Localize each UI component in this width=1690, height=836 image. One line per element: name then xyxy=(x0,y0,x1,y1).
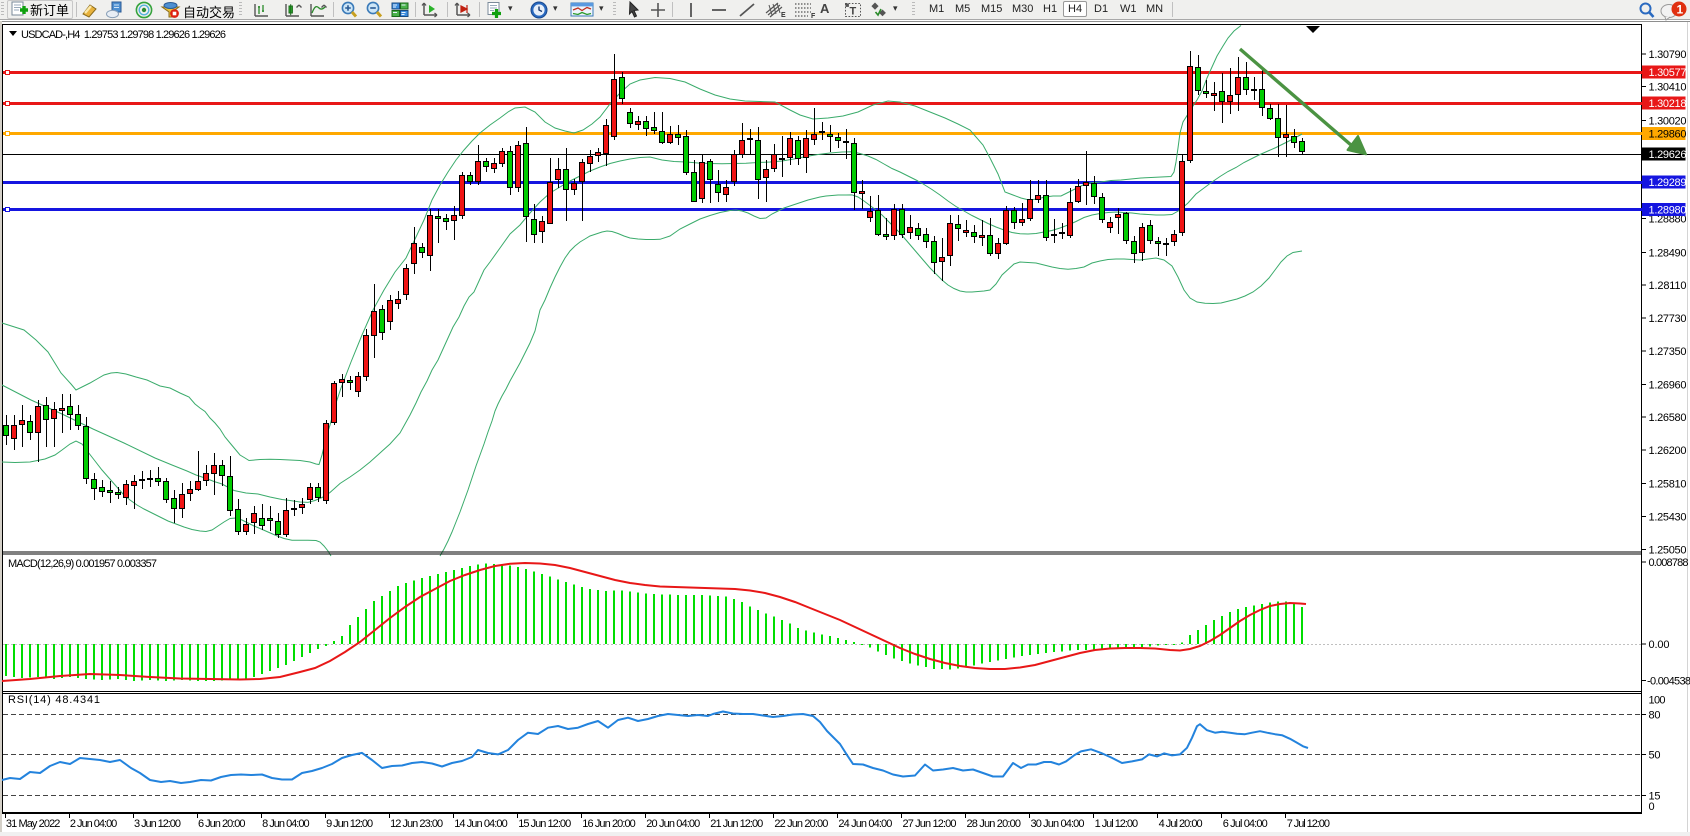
svg-text:1.25430: 1.25430 xyxy=(1649,512,1687,524)
svg-text:1.26960: 1.26960 xyxy=(1649,379,1687,391)
svg-text:1.29289: 1.29289 xyxy=(1649,177,1687,189)
svg-text:1.27350: 1.27350 xyxy=(1649,346,1687,358)
svg-text:1.26580: 1.26580 xyxy=(1649,412,1687,424)
svg-text:7 Jul 12:00: 7 Jul 12:00 xyxy=(1287,818,1330,830)
svg-text:24 Jun 04:00: 24 Jun 04:00 xyxy=(838,818,892,830)
svg-text:6 Jul 04:00: 6 Jul 04:00 xyxy=(1223,818,1268,830)
svg-text:1.30020: 1.30020 xyxy=(1649,115,1687,127)
svg-text:0: 0 xyxy=(1649,801,1655,813)
svg-text:1.30410: 1.30410 xyxy=(1649,82,1687,94)
svg-text:-0.004538: -0.004538 xyxy=(1647,676,1690,688)
svg-text:15: 15 xyxy=(1649,791,1661,803)
svg-text:RSI(14) 48.4341: RSI(14) 48.4341 xyxy=(8,694,100,706)
svg-text:1: 1 xyxy=(1677,3,1684,17)
svg-text:21 Jun 12:00: 21 Jun 12:00 xyxy=(710,818,763,830)
svg-text:1.29626: 1.29626 xyxy=(1649,149,1687,161)
svg-text:1.28490: 1.28490 xyxy=(1649,247,1687,259)
svg-text:1.26200: 1.26200 xyxy=(1649,445,1687,457)
svg-text:0.00: 0.00 xyxy=(1649,639,1670,651)
svg-text:28 Jun 20:00: 28 Jun 20:00 xyxy=(967,818,1022,830)
svg-text:16 Jun 20:00: 16 Jun 20:00 xyxy=(582,818,636,830)
svg-text:MACD(12,26,9) 0.001957 0.00335: MACD(12,26,9) 0.001957 0.003357 xyxy=(8,558,157,570)
svg-text:USDCAD-,H4 1.29753 1.29798 1.: USDCAD-,H4 1.29753 1.29798 1.29626 1.296… xyxy=(21,29,226,41)
svg-text:0.008788: 0.008788 xyxy=(1649,557,1689,569)
svg-text:31 May 2022: 31 May 2022 xyxy=(6,818,61,830)
svg-text:1.30218: 1.30218 xyxy=(1649,98,1687,110)
svg-text:100: 100 xyxy=(1649,694,1666,706)
svg-text:50: 50 xyxy=(1649,750,1661,762)
svg-text:T: T xyxy=(850,6,857,18)
svg-text:3 Jun 12:00: 3 Jun 12:00 xyxy=(134,818,181,830)
svg-text:8 Jun 04:00: 8 Jun 04:00 xyxy=(262,818,310,830)
svg-text:1.28110: 1.28110 xyxy=(1649,280,1687,292)
svg-text:E: E xyxy=(781,12,786,19)
svg-text:9 Jun 12:00: 9 Jun 12:00 xyxy=(326,818,373,830)
svg-text:20 Jun 04:00: 20 Jun 04:00 xyxy=(646,818,700,830)
svg-text:1.27730: 1.27730 xyxy=(1649,313,1687,325)
svg-text:30 Jun 04:00: 30 Jun 04:00 xyxy=(1031,818,1085,830)
svg-text:1.25810: 1.25810 xyxy=(1649,479,1687,491)
svg-text:15 Jun 12:00: 15 Jun 12:00 xyxy=(518,818,571,830)
svg-text:4 Jul 20:00: 4 Jul 20:00 xyxy=(1159,818,1203,830)
svg-text:2 Jun 04:00: 2 Jun 04:00 xyxy=(70,818,117,830)
svg-text:1.28980: 1.28980 xyxy=(1649,205,1687,217)
svg-text:F: F xyxy=(811,13,816,19)
svg-text:80: 80 xyxy=(1649,710,1661,722)
svg-text:1.30577: 1.30577 xyxy=(1649,67,1687,79)
svg-text:1.25050: 1.25050 xyxy=(1649,544,1687,556)
svg-text:27 Jun 12:00: 27 Jun 12:00 xyxy=(903,818,957,830)
svg-text:22 Jun 20:00: 22 Jun 20:00 xyxy=(774,818,828,830)
svg-text:14 Jun 04:00: 14 Jun 04:00 xyxy=(454,818,508,830)
svg-text:1.29860: 1.29860 xyxy=(1649,129,1687,141)
svg-text:6 Jun 20:00: 6 Jun 20:00 xyxy=(198,818,246,830)
svg-text:12 Jun 23:00: 12 Jun 23:00 xyxy=(390,818,443,830)
svg-text:1.30790: 1.30790 xyxy=(1649,49,1687,61)
svg-text:1.28880: 1.28880 xyxy=(1649,214,1687,226)
svg-text:1 Jul 12:00: 1 Jul 12:00 xyxy=(1095,818,1139,830)
